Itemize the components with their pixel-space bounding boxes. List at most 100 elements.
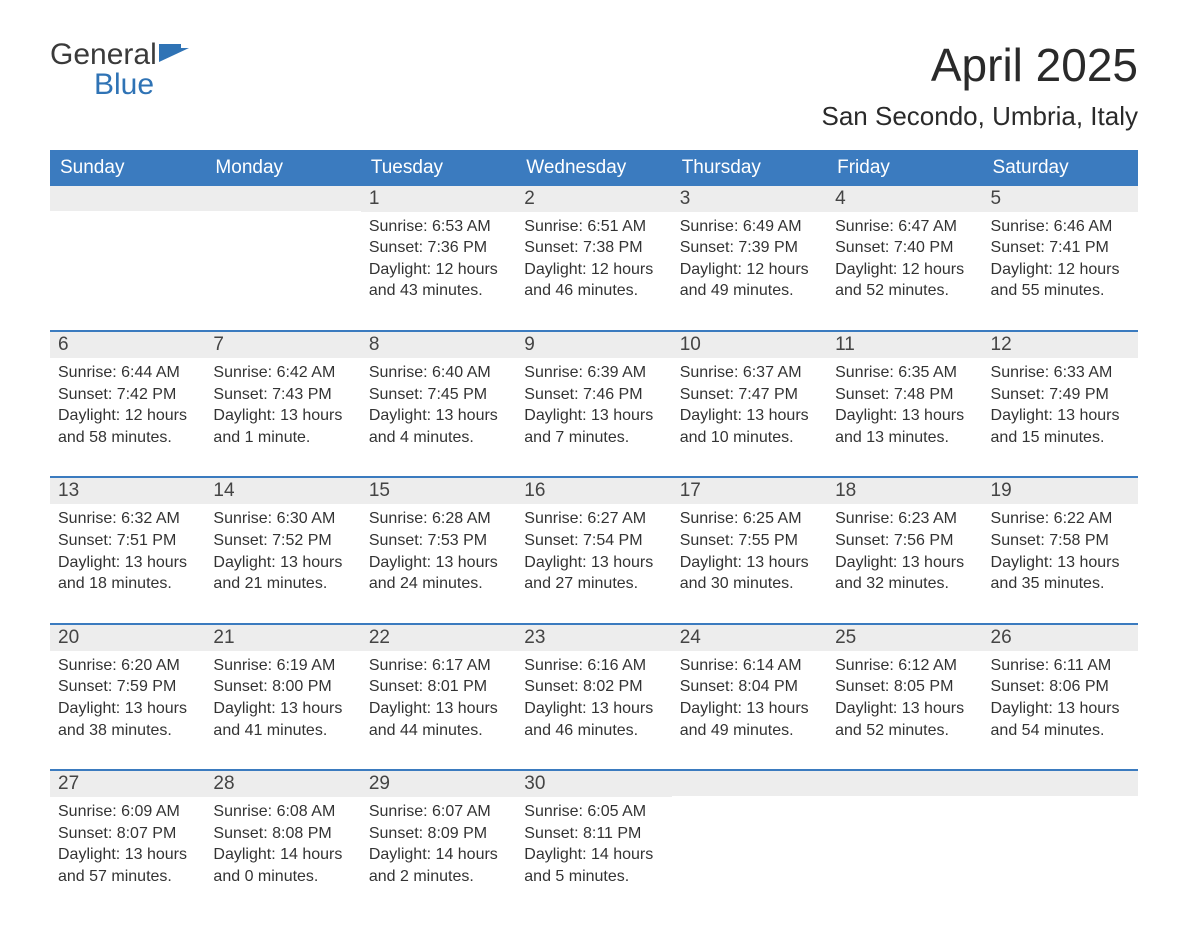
day-number: 6 xyxy=(50,332,205,358)
sunrise-text: Sunrise: 6:14 AM xyxy=(680,655,819,677)
sunrise-text: Sunrise: 6:32 AM xyxy=(58,508,197,530)
day-number: 25 xyxy=(827,625,982,651)
sunrise-text: Sunrise: 6:05 AM xyxy=(524,801,663,823)
sunset-text: Sunset: 7:42 PM xyxy=(58,384,197,406)
day-number: 8 xyxy=(361,332,516,358)
daylight-text: Daylight: 13 hours and 54 minutes. xyxy=(991,698,1130,741)
day-number: 24 xyxy=(672,625,827,651)
sunrise-text: Sunrise: 6:07 AM xyxy=(369,801,508,823)
day-number: 9 xyxy=(516,332,671,358)
day-cell xyxy=(672,771,827,893)
sunrise-text: Sunrise: 6:44 AM xyxy=(58,362,197,384)
day-cell: 26Sunrise: 6:11 AMSunset: 8:06 PMDayligh… xyxy=(983,625,1138,747)
daylight-text: Daylight: 13 hours and 41 minutes. xyxy=(213,698,352,741)
brand-text: General Blue xyxy=(50,40,193,100)
sunset-text: Sunset: 8:09 PM xyxy=(369,823,508,845)
sunrise-text: Sunrise: 6:39 AM xyxy=(524,362,663,384)
day-cell: 24Sunrise: 6:14 AMSunset: 8:04 PMDayligh… xyxy=(672,625,827,747)
day-cell: 3Sunrise: 6:49 AMSunset: 7:39 PMDaylight… xyxy=(672,186,827,308)
week-row: 1Sunrise: 6:53 AMSunset: 7:36 PMDaylight… xyxy=(50,186,1138,308)
day-cell: 20Sunrise: 6:20 AMSunset: 7:59 PMDayligh… xyxy=(50,625,205,747)
sunrise-text: Sunrise: 6:33 AM xyxy=(991,362,1130,384)
sunset-text: Sunset: 7:54 PM xyxy=(524,530,663,552)
day-body: Sunrise: 6:46 AMSunset: 7:41 PMDaylight:… xyxy=(983,212,1138,308)
day-cell xyxy=(205,186,360,308)
day-body xyxy=(983,796,1138,806)
daylight-text: Daylight: 13 hours and 1 minute. xyxy=(213,405,352,448)
day-number xyxy=(983,771,1138,796)
day-number: 14 xyxy=(205,478,360,504)
weekday-header-cell: Tuesday xyxy=(361,150,516,186)
day-number: 13 xyxy=(50,478,205,504)
day-body xyxy=(205,211,360,221)
daylight-text: Daylight: 13 hours and 27 minutes. xyxy=(524,552,663,595)
week-row: 13Sunrise: 6:32 AMSunset: 7:51 PMDayligh… xyxy=(50,476,1138,600)
day-cell: 19Sunrise: 6:22 AMSunset: 7:58 PMDayligh… xyxy=(983,478,1138,600)
day-body: Sunrise: 6:30 AMSunset: 7:52 PMDaylight:… xyxy=(205,504,360,600)
sunset-text: Sunset: 7:41 PM xyxy=(991,237,1130,259)
sunset-text: Sunset: 8:06 PM xyxy=(991,676,1130,698)
brand-word-2: Blue xyxy=(94,68,154,101)
daylight-text: Daylight: 12 hours and 46 minutes. xyxy=(524,259,663,302)
daylight-text: Daylight: 13 hours and 32 minutes. xyxy=(835,552,974,595)
daylight-text: Daylight: 13 hours and 7 minutes. xyxy=(524,405,663,448)
day-body xyxy=(827,796,982,806)
daylight-text: Daylight: 13 hours and 15 minutes. xyxy=(991,405,1130,448)
sunset-text: Sunset: 7:48 PM xyxy=(835,384,974,406)
day-cell xyxy=(827,771,982,893)
sunrise-text: Sunrise: 6:19 AM xyxy=(213,655,352,677)
day-number: 30 xyxy=(516,771,671,797)
day-cell: 11Sunrise: 6:35 AMSunset: 7:48 PMDayligh… xyxy=(827,332,982,454)
day-number: 15 xyxy=(361,478,516,504)
day-number: 29 xyxy=(361,771,516,797)
daylight-text: Daylight: 13 hours and 52 minutes. xyxy=(835,698,974,741)
day-cell: 25Sunrise: 6:12 AMSunset: 8:05 PMDayligh… xyxy=(827,625,982,747)
day-body: Sunrise: 6:05 AMSunset: 8:11 PMDaylight:… xyxy=(516,797,671,893)
day-number: 4 xyxy=(827,186,982,212)
day-body: Sunrise: 6:39 AMSunset: 7:46 PMDaylight:… xyxy=(516,358,671,454)
day-body: Sunrise: 6:33 AMSunset: 7:49 PMDaylight:… xyxy=(983,358,1138,454)
day-cell: 22Sunrise: 6:17 AMSunset: 8:01 PMDayligh… xyxy=(361,625,516,747)
sunset-text: Sunset: 7:55 PM xyxy=(680,530,819,552)
day-body: Sunrise: 6:17 AMSunset: 8:01 PMDaylight:… xyxy=(361,651,516,747)
daylight-text: Daylight: 13 hours and 35 minutes. xyxy=(991,552,1130,595)
day-cell xyxy=(50,186,205,308)
day-number: 26 xyxy=(983,625,1138,651)
sunset-text: Sunset: 7:47 PM xyxy=(680,384,819,406)
sunset-text: Sunset: 7:36 PM xyxy=(369,237,508,259)
day-number: 1 xyxy=(361,186,516,212)
sunset-text: Sunset: 7:51 PM xyxy=(58,530,197,552)
day-number: 3 xyxy=(672,186,827,212)
sunset-text: Sunset: 8:04 PM xyxy=(680,676,819,698)
day-cell: 7Sunrise: 6:42 AMSunset: 7:43 PMDaylight… xyxy=(205,332,360,454)
weekday-header-cell: Monday xyxy=(205,150,360,186)
sunrise-text: Sunrise: 6:35 AM xyxy=(835,362,974,384)
day-body: Sunrise: 6:35 AMSunset: 7:48 PMDaylight:… xyxy=(827,358,982,454)
day-body: Sunrise: 6:42 AMSunset: 7:43 PMDaylight:… xyxy=(205,358,360,454)
daylight-text: Daylight: 12 hours and 55 minutes. xyxy=(991,259,1130,302)
daylight-text: Daylight: 12 hours and 52 minutes. xyxy=(835,259,974,302)
sunset-text: Sunset: 7:40 PM xyxy=(835,237,974,259)
day-number xyxy=(672,771,827,796)
weekday-header-cell: Wednesday xyxy=(516,150,671,186)
day-cell xyxy=(983,771,1138,893)
day-cell: 6 Sunrise: 6:44 AMSunset: 7:42 PMDaylight… xyxy=(50,332,205,454)
sunset-text: Sunset: 8:11 PM xyxy=(524,823,663,845)
day-number xyxy=(205,186,360,211)
sunset-text: Sunset: 7:38 PM xyxy=(524,237,663,259)
day-body: Sunrise: 6:14 AMSunset: 8:04 PMDaylight:… xyxy=(672,651,827,747)
sunrise-text: Sunrise: 6:51 AM xyxy=(524,216,663,238)
calendar-grid: SundayMondayTuesdayWednesdayThursdayFrid… xyxy=(50,150,1138,894)
daylight-text: Daylight: 12 hours and 58 minutes. xyxy=(58,405,197,448)
location-label: San Secondo, Umbria, Italy xyxy=(822,101,1139,132)
daylight-text: Daylight: 13 hours and 10 minutes. xyxy=(680,405,819,448)
daylight-text: Daylight: 13 hours and 18 minutes. xyxy=(58,552,197,595)
day-body: Sunrise: 6:11 AMSunset: 8:06 PMDaylight:… xyxy=(983,651,1138,747)
day-cell: 10Sunrise: 6:37 AMSunset: 7:47 PMDayligh… xyxy=(672,332,827,454)
sunrise-text: Sunrise: 6:46 AM xyxy=(991,216,1130,238)
day-number: 5 xyxy=(983,186,1138,212)
daylight-text: Daylight: 13 hours and 57 minutes. xyxy=(58,844,197,887)
day-cell: 29Sunrise: 6:07 AMSunset: 8:09 PMDayligh… xyxy=(361,771,516,893)
day-cell: 17Sunrise: 6:25 AMSunset: 7:55 PMDayligh… xyxy=(672,478,827,600)
sunset-text: Sunset: 7:45 PM xyxy=(369,384,508,406)
